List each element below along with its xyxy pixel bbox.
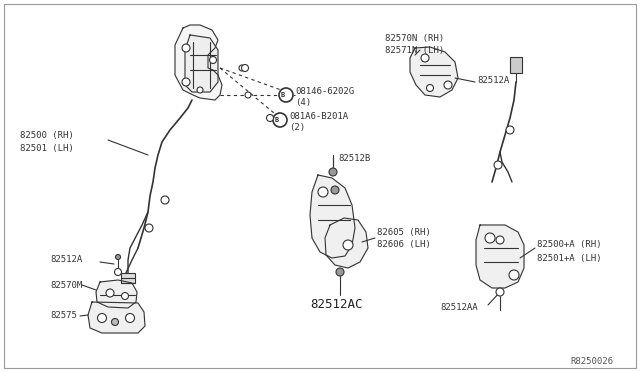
Text: 081A6-B201A: 081A6-B201A <box>289 112 348 121</box>
Text: 82571N (LH): 82571N (LH) <box>385 45 444 55</box>
Circle shape <box>115 269 122 276</box>
Circle shape <box>279 88 293 102</box>
Circle shape <box>241 64 248 71</box>
Text: (4): (4) <box>295 97 311 106</box>
Circle shape <box>336 268 344 276</box>
Polygon shape <box>88 302 145 333</box>
Circle shape <box>329 168 337 176</box>
Circle shape <box>485 233 495 243</box>
Circle shape <box>161 196 169 204</box>
Circle shape <box>182 78 190 86</box>
Circle shape <box>125 314 134 323</box>
Text: 82512B: 82512B <box>338 154 371 163</box>
Circle shape <box>273 113 287 127</box>
Polygon shape <box>476 225 524 288</box>
Polygon shape <box>325 218 368 268</box>
Text: R8250026: R8250026 <box>570 357 613 366</box>
Circle shape <box>145 224 153 232</box>
Circle shape <box>343 240 353 250</box>
Circle shape <box>506 126 514 134</box>
Text: (2): (2) <box>289 122 305 131</box>
Text: 82512A: 82512A <box>50 256 83 264</box>
Circle shape <box>331 186 339 194</box>
Text: 82501 (LH): 82501 (LH) <box>20 144 74 153</box>
Text: 82570N (RH): 82570N (RH) <box>385 33 444 42</box>
Circle shape <box>496 288 504 296</box>
Circle shape <box>115 254 120 260</box>
Text: 82570M: 82570M <box>50 280 83 289</box>
Circle shape <box>494 161 502 169</box>
Polygon shape <box>96 280 137 308</box>
Text: 82500 (RH): 82500 (RH) <box>20 131 74 140</box>
Circle shape <box>426 84 433 92</box>
Text: 08146-6202G: 08146-6202G <box>295 87 354 96</box>
Bar <box>121 273 135 283</box>
Circle shape <box>197 87 203 93</box>
Text: 82606 (LH): 82606 (LH) <box>377 241 431 250</box>
Circle shape <box>421 54 429 62</box>
Polygon shape <box>185 35 218 92</box>
Circle shape <box>182 44 190 52</box>
Circle shape <box>509 270 519 280</box>
Circle shape <box>111 318 118 326</box>
Circle shape <box>239 65 245 71</box>
Text: B: B <box>275 117 279 123</box>
Text: 82575: 82575 <box>50 311 77 320</box>
Circle shape <box>122 292 129 299</box>
Circle shape <box>245 92 251 98</box>
Circle shape <box>97 314 106 323</box>
Polygon shape <box>410 47 458 97</box>
Circle shape <box>209 57 216 64</box>
Text: 82500+A (RH): 82500+A (RH) <box>537 241 602 250</box>
Circle shape <box>444 81 452 89</box>
Text: 82512A: 82512A <box>477 76 509 84</box>
Text: 82501+A (LH): 82501+A (LH) <box>537 253 602 263</box>
Circle shape <box>318 187 328 197</box>
Text: B: B <box>281 92 285 98</box>
Circle shape <box>266 115 273 122</box>
Polygon shape <box>175 25 222 100</box>
Text: 82605 (RH): 82605 (RH) <box>377 228 431 237</box>
Text: 82512AA: 82512AA <box>440 304 477 312</box>
Polygon shape <box>310 175 355 258</box>
Circle shape <box>106 289 114 297</box>
Text: 82512AC: 82512AC <box>310 298 362 311</box>
Circle shape <box>496 236 504 244</box>
Bar <box>510 57 522 73</box>
